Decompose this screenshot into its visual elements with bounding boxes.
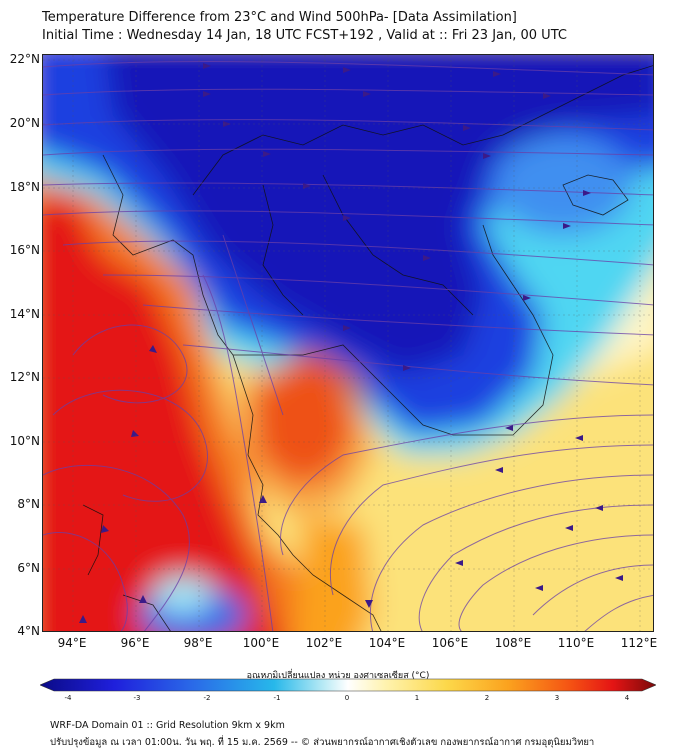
lon-label-94e: 94°E xyxy=(57,636,87,650)
lon-label-96e: 96°E xyxy=(120,636,150,650)
lon-label-110e: 110°E xyxy=(557,636,595,650)
colorbar-tick: -2 xyxy=(203,694,211,702)
lat-label-14n: 14°N xyxy=(9,307,40,321)
lat-label-18n: 18°N xyxy=(9,180,40,194)
footer-credit: ปรับปรุงข้อมูล ณ เวลา 01:00น. วัน พฤ. ที… xyxy=(50,737,595,748)
lon-label-98e: 98°E xyxy=(183,636,213,650)
colorbar xyxy=(40,678,656,692)
lon-label-100e: 100°E xyxy=(242,636,280,650)
colorbar-tick: 2 xyxy=(484,694,490,702)
colorbar-tick: 3 xyxy=(554,694,560,702)
map-title: Temperature Difference from 23°C and Win… xyxy=(42,10,517,25)
map-gridlines xyxy=(43,55,653,631)
colorbar-tick: -1 xyxy=(273,694,281,702)
colorbar-tick: -4 xyxy=(64,694,72,702)
map-canvas xyxy=(43,55,653,631)
lat-label-6n: 6°N xyxy=(17,561,40,575)
lat-label-20n: 20°N xyxy=(9,116,40,130)
colorbar-tick: -3 xyxy=(133,694,141,702)
wind-arrows xyxy=(79,63,623,623)
lat-label-22n: 22°N xyxy=(9,52,40,66)
colorbar-tick: 4 xyxy=(624,694,630,702)
colorbar-gradient xyxy=(40,678,656,692)
colorbar-title: อุณหภูมิเปลี่ยนแปลง หน่วย องศาเซลเซียส (… xyxy=(246,671,430,681)
forecast-map xyxy=(42,54,654,632)
map-subtitle: Initial Time : Wednesday 14 Jan, 18 UTC … xyxy=(42,28,567,43)
lon-label-106e: 106°E xyxy=(431,636,469,650)
lon-label-102e: 102°E xyxy=(305,636,343,650)
lat-label-8n: 8°N xyxy=(17,497,40,511)
lon-label-104e: 104°E xyxy=(368,636,406,650)
colorbar-tick: 1 xyxy=(414,694,420,702)
lon-label-112e: 112°E xyxy=(620,636,658,650)
footer-model-info: WRF-DA Domain 01 :: Grid Resolution 9km … xyxy=(50,720,285,731)
lat-label-12n: 12°N xyxy=(9,370,40,384)
lon-label-108e: 108°E xyxy=(494,636,532,650)
colorbar-tick: 0 xyxy=(344,694,350,702)
wind-streamlines xyxy=(43,61,653,631)
temperature-field xyxy=(43,55,653,631)
lat-label-16n: 16°N xyxy=(9,243,40,257)
lat-label-4n: 4°N xyxy=(17,624,40,638)
lat-label-10n: 10°N xyxy=(9,434,40,448)
